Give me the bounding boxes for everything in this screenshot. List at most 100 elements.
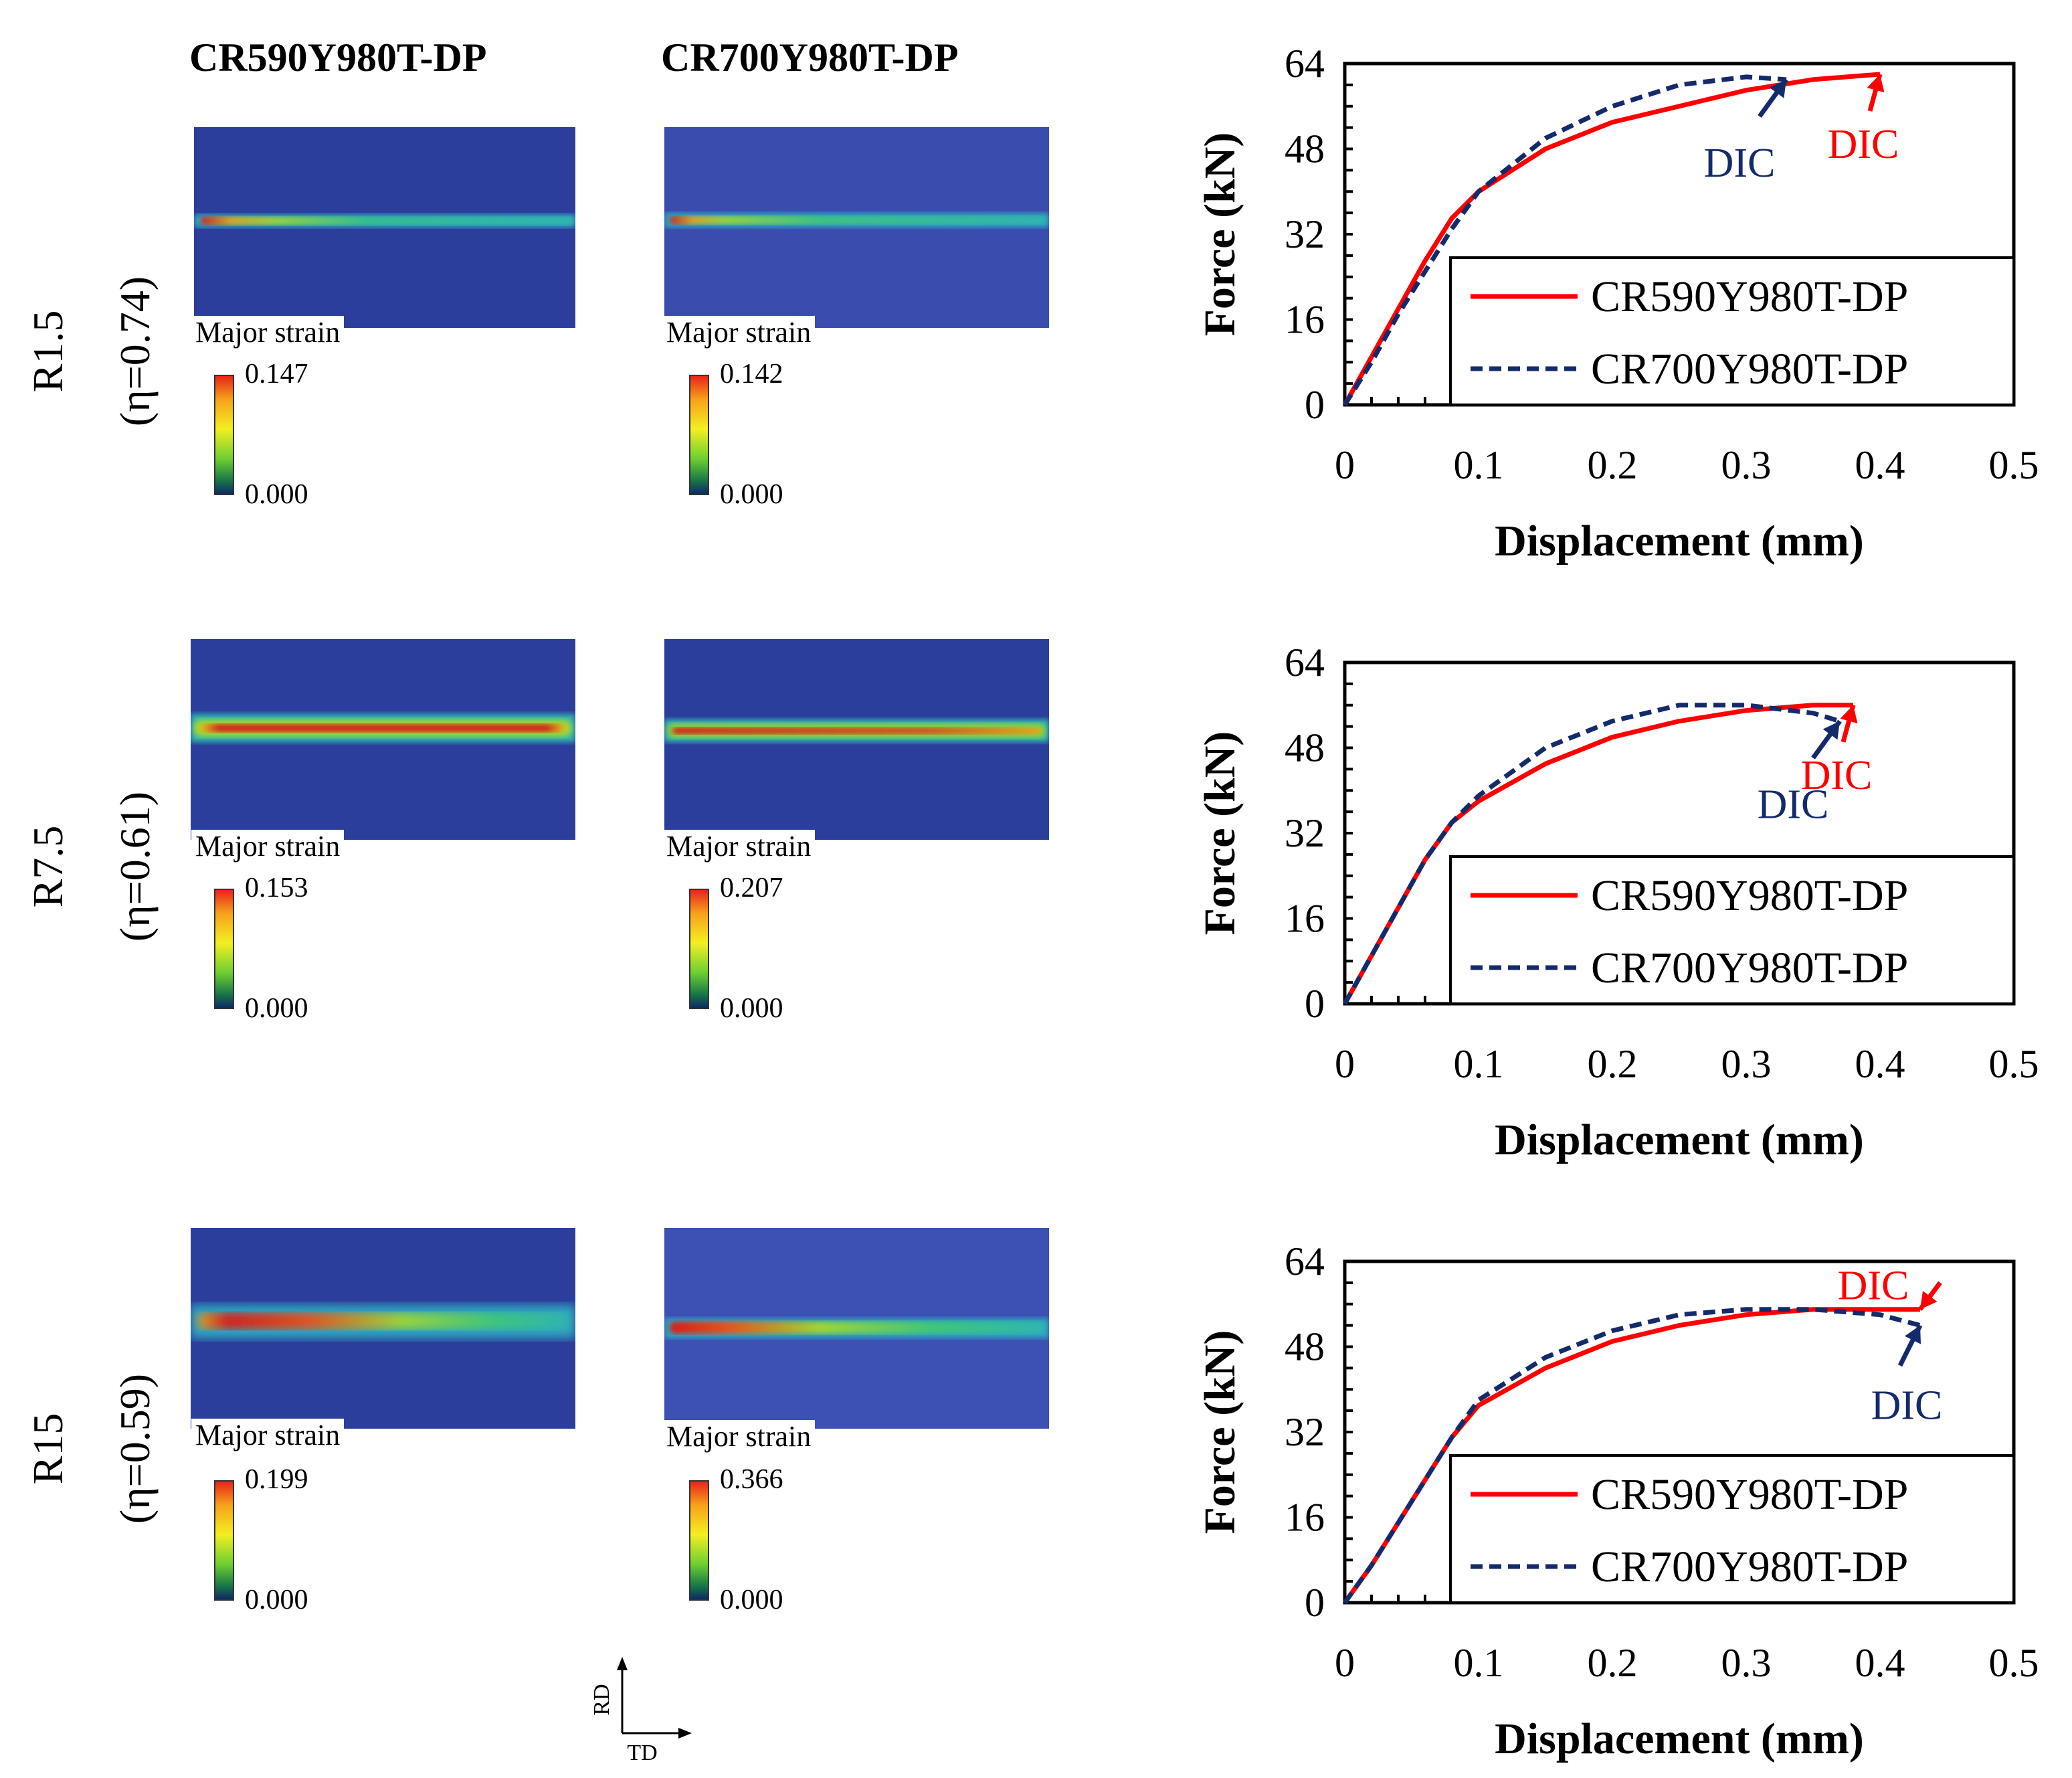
y-tick-label: 48 (1285, 1325, 1325, 1369)
y-tick-label: 0 (1305, 1581, 1325, 1625)
y-tick-label: 64 (1285, 640, 1325, 685)
colorbar-max: 0.207 (720, 873, 783, 903)
series-line-cr700 (1343, 1307, 1921, 1605)
legend-label: CR590Y980T-DP (1591, 1470, 1908, 1519)
colorbar-min: 0.000 (720, 479, 783, 510)
row-label-specimen: R15 (24, 1413, 72, 1485)
series-line-cr700 (1342, 703, 1841, 1005)
legend-label: CR590Y980T-DP (1591, 871, 1908, 920)
legend-box (1449, 256, 2015, 406)
row-label-specimen: R7.5 (24, 825, 72, 908)
y-tick-label: 48 (1285, 726, 1325, 770)
x-tick-label: 0.4 (1855, 1641, 1905, 1685)
dic-annotation: DIC (1704, 141, 1776, 186)
dic-strain-map (664, 639, 1049, 840)
colorbar-max: 0.147 (245, 359, 308, 389)
x-tick-label: 0.1 (1454, 1641, 1504, 1685)
dic-annotation: DIC (1758, 782, 1829, 828)
dic-annotation: DIC (1838, 1263, 1909, 1309)
y-tick-label: 32 (1285, 811, 1325, 855)
colorbar-min: 0.000 (245, 1585, 308, 1615)
td-label: TD (627, 1741, 657, 1765)
force-displacement-chart-r7-5: 0 16 32 48 64 0 0.1 0.2 0.3 0.4 0.5 Displacement (m… (1196, 640, 2039, 1164)
legend-label: CR700Y980T-DP (1591, 944, 1908, 992)
column-header-cr700: CR700Y980T-DP (661, 35, 959, 80)
y-tick-label: 32 (1285, 212, 1325, 256)
colorbar (214, 375, 234, 495)
colorbar (689, 375, 709, 495)
x-tick-label: 0.3 (1721, 1641, 1772, 1685)
row-label-triaxiality: (η=0.59) (111, 1373, 159, 1524)
x-tick-label: 0.1 (1454, 443, 1504, 487)
y-tick-label: 48 (1285, 127, 1325, 171)
legend-label: CR590Y980T-DP (1591, 272, 1908, 321)
colorbar-min: 0.000 (720, 1585, 783, 1615)
strain-map-label: Major strain (191, 316, 345, 349)
dic-arrowhead (1905, 1325, 1921, 1344)
y-tick-label: 16 (1285, 298, 1325, 342)
row-label-specimen: R1.5 (24, 310, 72, 393)
legend-box (1449, 855, 2015, 1005)
x-tick-label: 0 (1335, 1641, 1355, 1685)
force-displacement-chart-r15: 0 16 32 48 64 0 0.1 0.2 0.3 0.4 0.5 Displacement (m… (1196, 1239, 2039, 1763)
series-line-cr590 (1342, 72, 1881, 406)
force-displacement-chart-r1-5: 0 16 32 48 64 0 0.1 0.2 0.3 0.4 0.5 Displacement (m… (1196, 41, 2039, 565)
strain-map-label: Major strain (662, 830, 816, 863)
y-tick-label: 16 (1285, 1496, 1325, 1540)
y-tick-label: 32 (1285, 1410, 1325, 1454)
colorbar (689, 889, 709, 1009)
dic-arrowhead (1867, 74, 1885, 93)
colorbar-max: 0.366 (720, 1464, 783, 1495)
dic-strain-map (194, 127, 575, 328)
colorbar-max: 0.199 (245, 1464, 308, 1495)
strain-map-label: Major strain (191, 1419, 345, 1452)
dic-annotation: DIC (1871, 1383, 1943, 1429)
y-tick-label: 0 (1305, 982, 1325, 1026)
x-axis-label: Displacement (mm) (1495, 1116, 1864, 1164)
column-header-cr590: CR590Y980T-DP (189, 35, 487, 80)
x-tick-label: 0.2 (1588, 1042, 1638, 1086)
x-tick-label: 0 (1335, 443, 1355, 487)
x-axis-label: Displacement (mm) (1495, 1714, 1864, 1763)
y-tick-label: 16 (1285, 897, 1325, 941)
strain-map-label: Major strain (191, 830, 345, 863)
row-label-triaxiality: (η=0.74) (111, 276, 159, 427)
dic-strain-map (664, 127, 1049, 328)
strain-map-label: Major strain (662, 316, 816, 349)
dic-annotation: DIC (1801, 753, 1873, 798)
dic-annotation: DIC (1828, 122, 1899, 167)
colorbar-min: 0.000 (720, 993, 783, 1024)
dic-arrowhead (1840, 705, 1858, 723)
x-tick-label: 0.3 (1721, 443, 1772, 487)
x-tick-label: 0.2 (1588, 1641, 1638, 1685)
dic-arrowhead (1920, 1291, 1938, 1310)
y-axis-label: Force (kN) (1196, 132, 1244, 337)
dic-strain-map (664, 1228, 1049, 1429)
x-tick-label: 0.3 (1721, 1042, 1772, 1086)
legend-label: CR700Y980T-DP (1591, 345, 1908, 393)
x-tick-label: 0.5 (1989, 1042, 2039, 1086)
series-line-cr700 (1343, 74, 1787, 406)
legend-box (1449, 1454, 2015, 1604)
x-tick-label: 0 (1335, 1042, 1355, 1086)
row-label-triaxiality: (η=0.61) (111, 791, 159, 942)
y-tick-label: 64 (1285, 41, 1325, 86)
x-tick-label: 0.4 (1855, 443, 1905, 487)
colorbar (214, 889, 234, 1009)
rd-label: RD (589, 1684, 614, 1715)
legend-label: CR700Y980T-DP (1591, 1542, 1908, 1591)
y-axis-label: Force (kN) (1196, 731, 1244, 936)
dic-strain-map (191, 639, 575, 840)
colorbar-max: 0.142 (720, 359, 783, 389)
colorbar-min: 0.000 (245, 479, 308, 510)
strain-map-label: Major strain (662, 1420, 816, 1453)
dic-strain-map (191, 1228, 575, 1429)
dic-arrowhead (1822, 721, 1840, 740)
y-axis-label: Force (kN) (1196, 1330, 1244, 1534)
y-tick-label: 0 (1305, 383, 1325, 427)
colorbar (214, 1480, 234, 1601)
x-tick-label: 0.1 (1454, 1042, 1504, 1086)
dic-arrowhead (1769, 79, 1786, 98)
x-axis-label: Displacement (mm) (1495, 517, 1864, 565)
x-tick-label: 0.4 (1855, 1042, 1905, 1086)
